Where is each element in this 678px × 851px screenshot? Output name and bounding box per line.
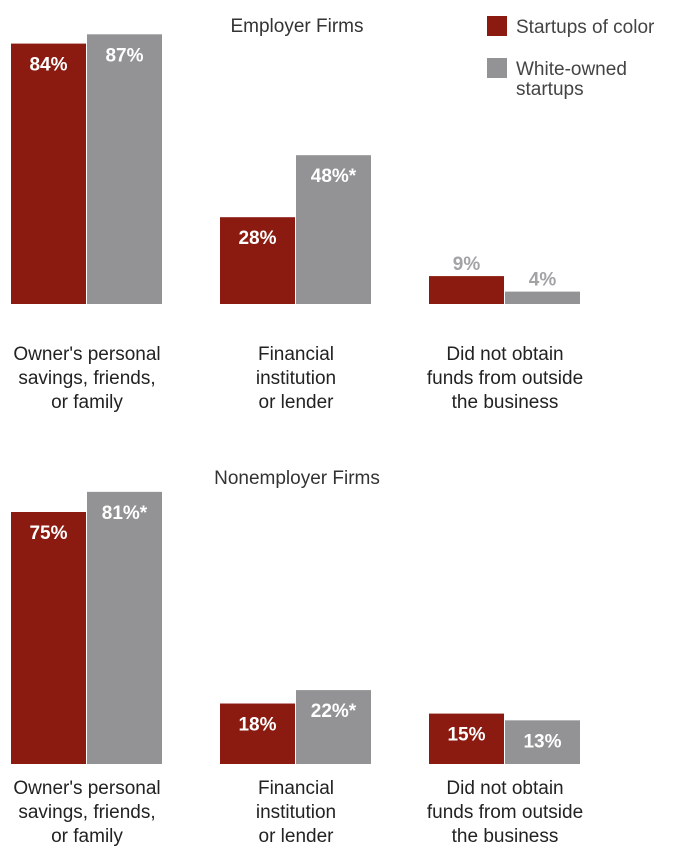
data-label-0-white-owned-startups-0: 87%: [105, 45, 143, 66]
category-label-0-0-line-1: savings, friends,: [18, 368, 155, 389]
data-label-0-startups-of-color-0: 84%: [29, 55, 67, 76]
bar-0-startups-of-color-1: [220, 217, 295, 304]
data-label-0-white-owned-startups-1: 48%*: [311, 166, 357, 187]
data-label-1-startups-of-color-0: 75%: [29, 523, 67, 544]
category-label-0-1-line-1: institution: [256, 368, 336, 389]
bars-layer: [11, 34, 580, 764]
category-label-1-2-line-1: funds from outside: [427, 802, 583, 823]
bar-0-white-owned-startups-1: [296, 155, 371, 304]
legend-swatch-startups-of-color: [487, 16, 507, 36]
category-label-0-0-line-0: Owner's personal: [13, 344, 160, 365]
bar-0-startups-of-color-0: [11, 43, 86, 304]
legend: Startups of color White-owned startups: [487, 16, 655, 100]
category-label-1-2-line-0: Did not obtain: [446, 778, 563, 799]
legend-label-startups-of-color: Startups of color: [516, 17, 655, 38]
category-label-1-1-line-2: or lender: [259, 826, 335, 847]
bar-1-startups-of-color-2: [429, 713, 504, 764]
bar-1-startups-of-color-0: [11, 512, 86, 764]
category-label-1-0-line-2: or family: [51, 826, 123, 847]
data-label-0-startups-of-color-1: 28%: [238, 228, 276, 249]
category-label-1-2-line-2: the business: [452, 826, 559, 847]
category-label-1-0-line-1: savings, friends,: [18, 802, 155, 823]
data-label-1-white-owned-startups-1: 22%*: [311, 701, 357, 722]
legend-swatch-white-owned-startups: [487, 58, 507, 78]
category-label-1-1-line-1: institution: [256, 802, 336, 823]
data-label-0-startups-of-color-2: 9%: [453, 254, 481, 275]
data-label-1-white-owned-startups-2: 13%: [523, 731, 561, 752]
category-label-0-2-line-1: funds from outside: [427, 368, 583, 389]
category-label-0-0-line-2: or family: [51, 392, 123, 413]
category-label-1-0-line-0: Owner's personal: [13, 778, 160, 799]
bar-0-white-owned-startups-0: [87, 34, 162, 305]
category-label-0-1-line-2: or lender: [259, 392, 335, 413]
category-label-0-2-line-2: the business: [452, 392, 559, 413]
category-label-1-1-line-0: Financial: [258, 778, 334, 799]
data-label-1-startups-of-color-2: 15%: [447, 725, 485, 746]
bar-0-startups-of-color-2: [429, 276, 504, 304]
bar-1-startups-of-color-1: [220, 703, 295, 764]
nonemployer-firms-title: Nonemployer Firms: [214, 468, 380, 489]
bar-1-white-owned-startups-1: [296, 690, 371, 764]
data-label-0-white-owned-startups-2: 4%: [529, 270, 557, 291]
employer-firms-title: Employer Firms: [230, 16, 363, 37]
bar-0-white-owned-startups-2: [505, 291, 580, 304]
bar-1-white-owned-startups-0: [87, 491, 162, 764]
category-label-0-2-line-0: Did not obtain: [446, 344, 563, 365]
legend-label-white-owned-line-1: White-owned: [516, 59, 627, 80]
data-label-1-startups-of-color-1: 18%: [238, 715, 276, 736]
category-label-0-1-line-0: Financial: [258, 344, 334, 365]
labels-layer: 84% 28% 9% 87% 48%* 4% Owner's personal savings…: [13, 45, 583, 847]
legend-label-white-owned-line-2: startups: [516, 79, 584, 100]
data-label-1-white-owned-startups-0: 81%*: [102, 503, 148, 524]
bar-1-white-owned-startups-2: [505, 720, 580, 764]
